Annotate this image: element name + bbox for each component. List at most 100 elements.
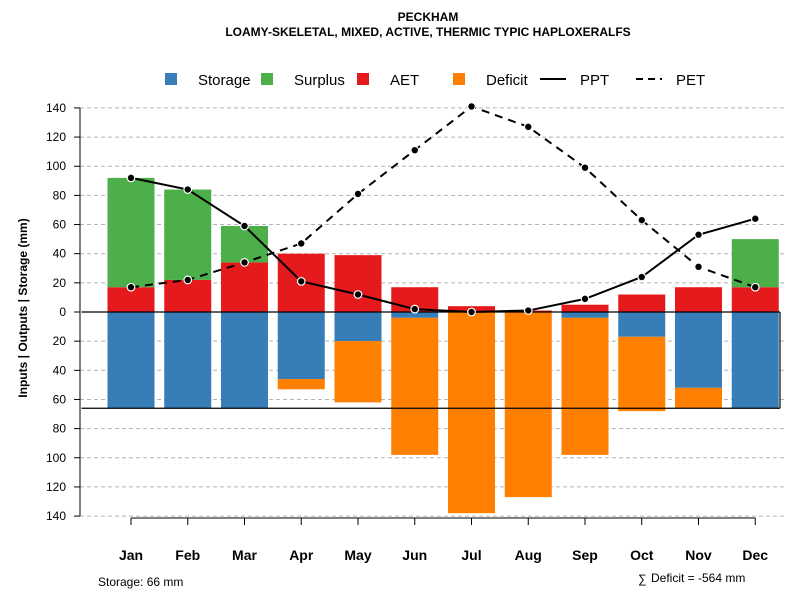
- y-tick-label: 20: [53, 276, 67, 290]
- lines: [126, 102, 760, 317]
- ppt-point-dec: [750, 214, 760, 224]
- storage-bar-nov: [675, 312, 722, 388]
- deficit-bar-apr: [277, 379, 325, 390]
- aet-bar-may: [334, 255, 382, 312]
- ppt-point-aug: [523, 306, 533, 315]
- y-tick-label: 20: [53, 334, 67, 348]
- y-tick-label: 120: [46, 130, 66, 144]
- x-tick-label-dec: Dec: [742, 547, 768, 563]
- pet-point-jun: [410, 145, 420, 155]
- legend-swatch-surplus: [261, 73, 273, 85]
- pet-point-sep: [580, 163, 590, 173]
- ppt-point-apr: [296, 276, 306, 286]
- x-tick-label-may: May: [344, 547, 371, 563]
- ppt-point-jul: [467, 307, 476, 317]
- deficit-bar-nov: [675, 387, 722, 409]
- legend-label-pet: PET: [676, 72, 705, 89]
- y-tick-label: 40: [53, 247, 67, 261]
- legend: Storage Surplus AET Deficit PPT PET: [165, 72, 705, 89]
- pet-point-oct: [637, 215, 647, 225]
- y-tick-label: 0: [59, 305, 66, 319]
- y-tick-label: 140: [46, 101, 66, 115]
- ppt-point-mar: [240, 221, 249, 231]
- aet-bar-mar: [221, 262, 268, 312]
- ppt-point-feb: [183, 185, 193, 194]
- storage-bar-oct: [618, 312, 666, 337]
- axes: 140 120 100 80 60 40 20 0 20 40 60 80 100 120 140 Jan Fe…: [46, 101, 768, 563]
- x-tick-label-feb: Feb: [175, 547, 200, 563]
- legend-label-deficit: Deficit: [486, 72, 529, 89]
- x-tick-label-apr: Apr: [289, 547, 314, 563]
- y-tick-label: 80: [53, 422, 67, 436]
- x-tick-label-mar: Mar: [232, 547, 257, 563]
- chart-titles: PECKHAM LOAMY-SKELETAL, MIXED, ACTIVE, T…: [225, 10, 630, 39]
- storage-bar-may: [334, 312, 382, 342]
- legend-swatch-aet: [357, 73, 369, 85]
- surplus-bar-feb: [164, 189, 212, 280]
- ppt-point-jun: [410, 304, 420, 314]
- deficit-bar-sep: [561, 317, 609, 455]
- ppt-point-oct: [637, 272, 647, 282]
- storage-bar-sep: [561, 312, 609, 318]
- storage-note: Storage: 66 mm: [98, 575, 183, 589]
- pet-point-dec: [750, 282, 760, 292]
- deficit-bar-aug: [504, 312, 552, 498]
- chart-subtitle: LOAMY-SKELETAL, MIXED, ACTIVE, THERMIC T…: [225, 25, 630, 39]
- pet-point-mar: [240, 258, 249, 267]
- x-tick-label-sep: Sep: [572, 547, 598, 563]
- legend-swatch-storage: [165, 73, 177, 85]
- deficit-bar-may: [334, 341, 382, 403]
- storage-bar-mar: [221, 312, 268, 409]
- chart-title: PECKHAM: [398, 10, 459, 24]
- pet-point-nov: [694, 262, 703, 272]
- x-tick-label-jun: Jun: [402, 547, 427, 563]
- ppt-point-jan: [126, 173, 136, 183]
- aet-bar-feb: [164, 279, 212, 312]
- surplus-bar-dec: [731, 239, 779, 288]
- ppt-point-sep: [580, 294, 590, 304]
- x-tick-label-nov: Nov: [685, 547, 712, 563]
- legend-swatch-deficit: [453, 73, 465, 85]
- aet-bar-nov: [675, 287, 722, 312]
- deficit-bar-jun: [391, 317, 439, 455]
- surplus-bar-jan: [107, 177, 155, 288]
- x-tick-label-aug: Aug: [515, 547, 542, 563]
- pet-point-aug: [523, 122, 533, 132]
- legend-label-storage: Storage: [198, 72, 251, 89]
- aet-bar-sep: [561, 304, 609, 312]
- storage-bar-jan: [107, 312, 155, 409]
- pet-point-jan: [126, 282, 136, 292]
- y-tick-label: 100: [46, 159, 66, 173]
- deficit-bar-oct: [618, 336, 666, 412]
- pet-point-apr: [296, 239, 306, 248]
- ppt-point-nov: [694, 230, 703, 240]
- storage-bar-apr: [277, 312, 325, 380]
- y-tick-label: 40: [53, 363, 67, 377]
- legend-label-ppt: PPT: [580, 72, 609, 89]
- ppt-point-may: [353, 290, 363, 299]
- y-tick-label: 60: [53, 218, 67, 232]
- y-tick-label: 120: [46, 480, 66, 494]
- pet-point-jul: [467, 102, 476, 111]
- legend-label-surplus: Surplus: [294, 72, 345, 89]
- deficit-note: Deficit = -564 mm: [651, 571, 745, 585]
- deficit-sum-symbol: ∑: [638, 572, 647, 586]
- deficit-bar-jul: [448, 312, 495, 514]
- aet-bar-oct: [618, 294, 666, 312]
- x-tick-label-jan: Jan: [119, 547, 143, 563]
- storage-bar-feb: [164, 312, 212, 409]
- legend-label-aet: AET: [390, 72, 419, 89]
- y-tick-label: 100: [46, 451, 66, 465]
- y-tick-label: 80: [53, 188, 67, 202]
- pet-point-feb: [183, 275, 193, 285]
- bars: [81, 177, 781, 514]
- y-tick-label: 60: [53, 392, 67, 406]
- ppt-line: [130, 176, 756, 314]
- y-tick-label: 140: [46, 509, 66, 523]
- storage-bar-jun: [391, 312, 439, 318]
- y-axis-label: Inputs | Outputs | Storage (mm): [16, 218, 30, 397]
- pet-point-may: [353, 189, 363, 199]
- storage-bar-dec: [731, 312, 779, 409]
- x-tick-label-jul: Jul: [461, 547, 481, 563]
